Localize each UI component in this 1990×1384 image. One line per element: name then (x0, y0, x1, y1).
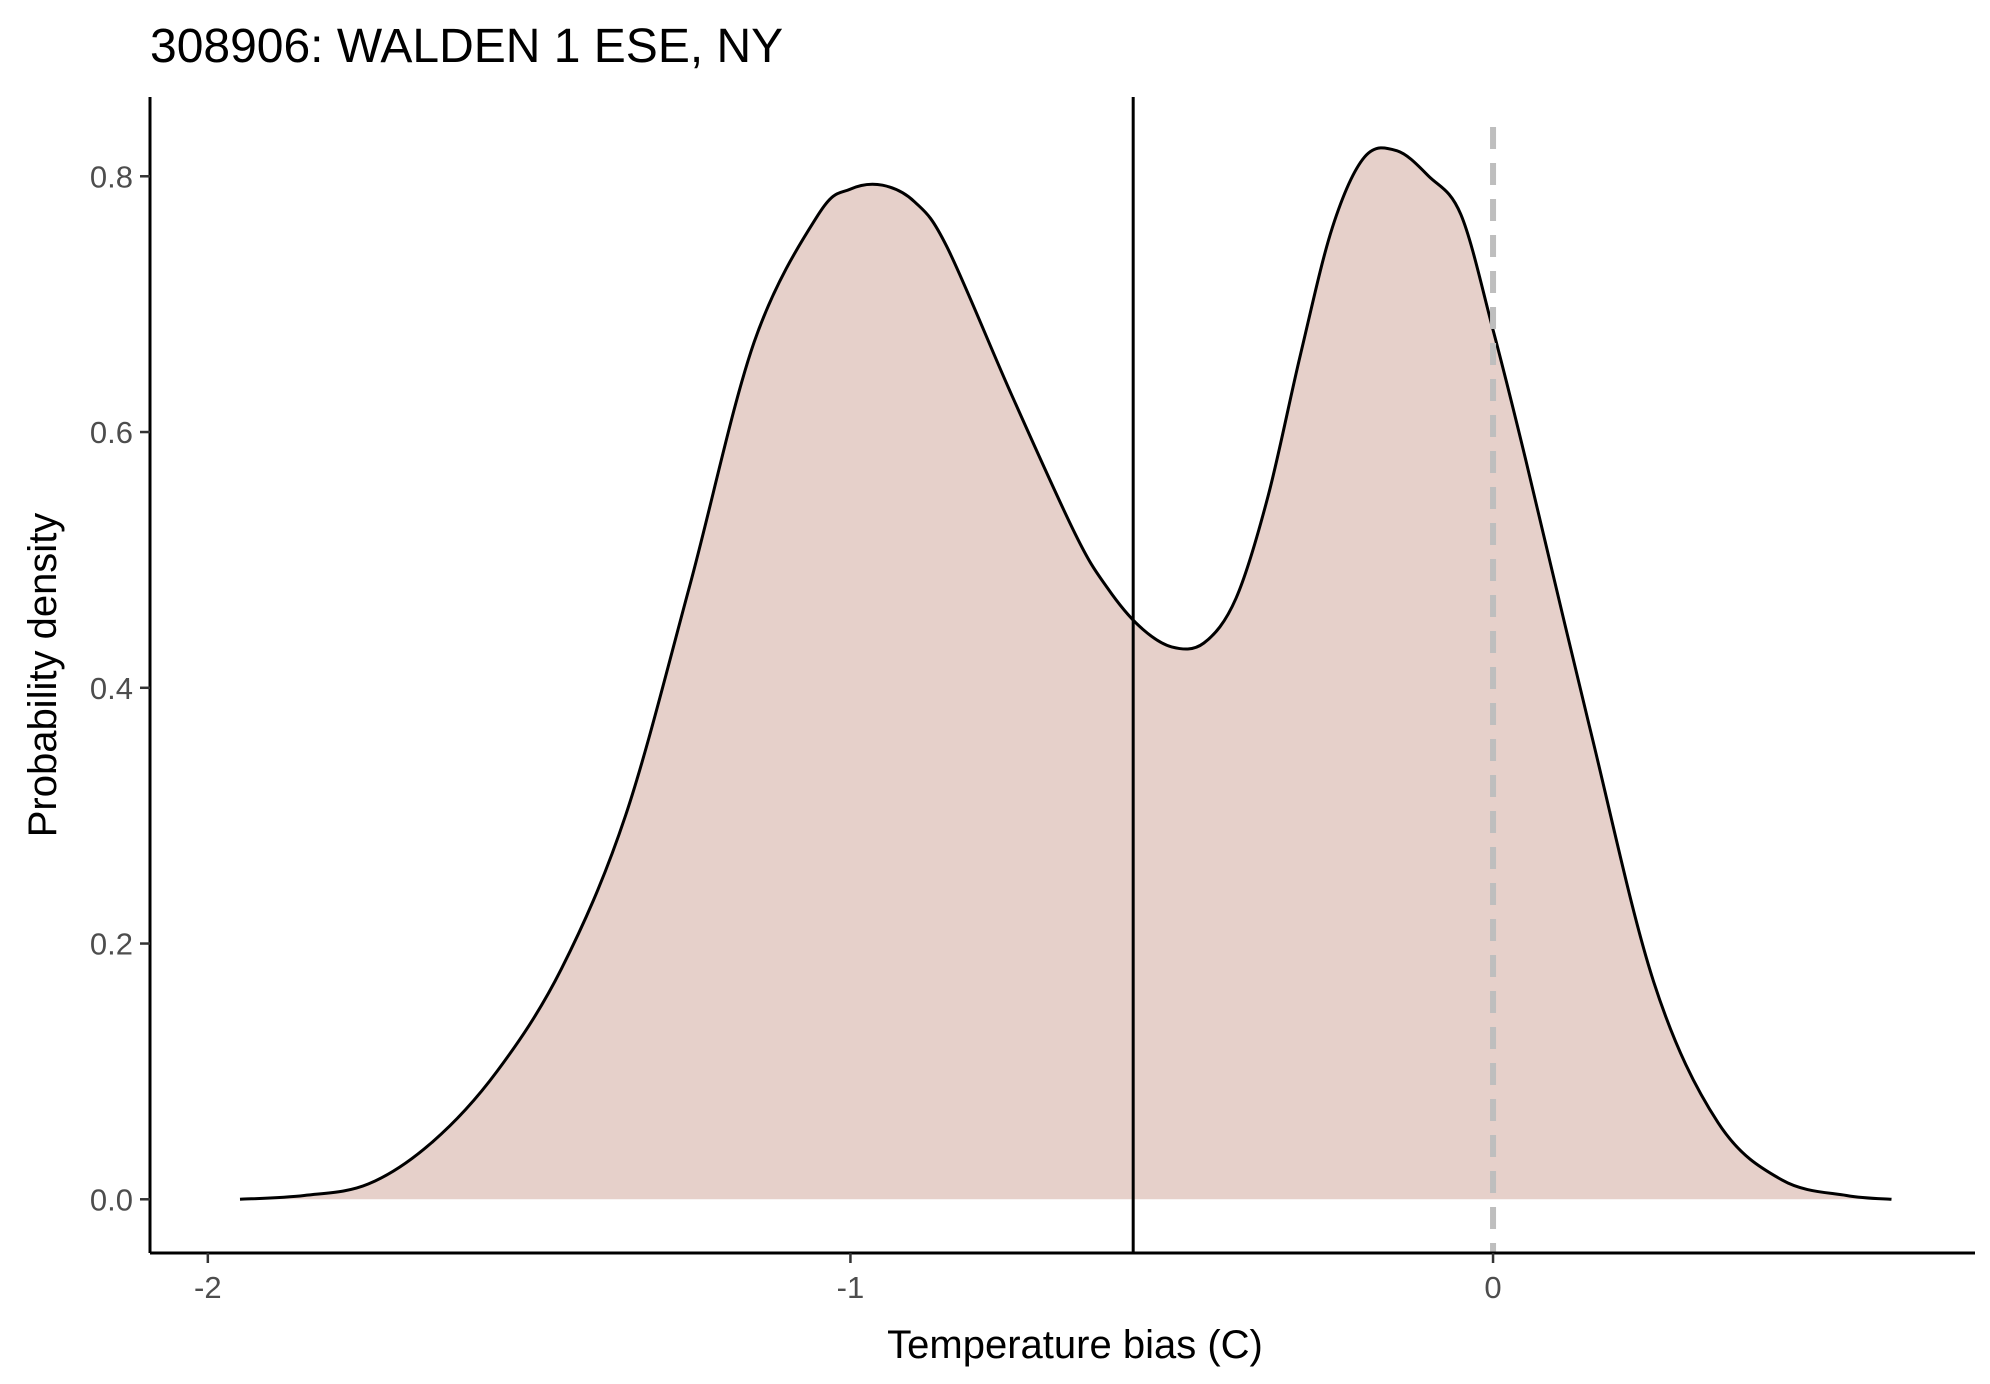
x-tick-label: 0 (1484, 1270, 1501, 1305)
plot-area (239, 97, 1892, 1253)
x-tick-label: -1 (837, 1270, 865, 1305)
density-area-0 (240, 147, 1892, 1200)
y-tick-label: 0.4 (90, 671, 133, 706)
x-axis-title: Temperature bias (C) (887, 1323, 1263, 1367)
density-line-0 (239, 146, 1892, 1201)
axes: 0.0 0.2 0.4 0.6 0.8 -2 -1 0 (90, 97, 1975, 1305)
chart-title: 308906: WALDEN 1 ESE, NY (150, 20, 783, 73)
y-tick-label: 0.8 (90, 159, 133, 194)
x-tick-label: -2 (194, 1270, 222, 1305)
y-tick-label: 0.0 (90, 1182, 133, 1217)
y-axis-title: Probability density (21, 513, 65, 838)
y-tick-label: 0.6 (90, 415, 133, 450)
y-tick-label: 0.2 (90, 927, 133, 962)
